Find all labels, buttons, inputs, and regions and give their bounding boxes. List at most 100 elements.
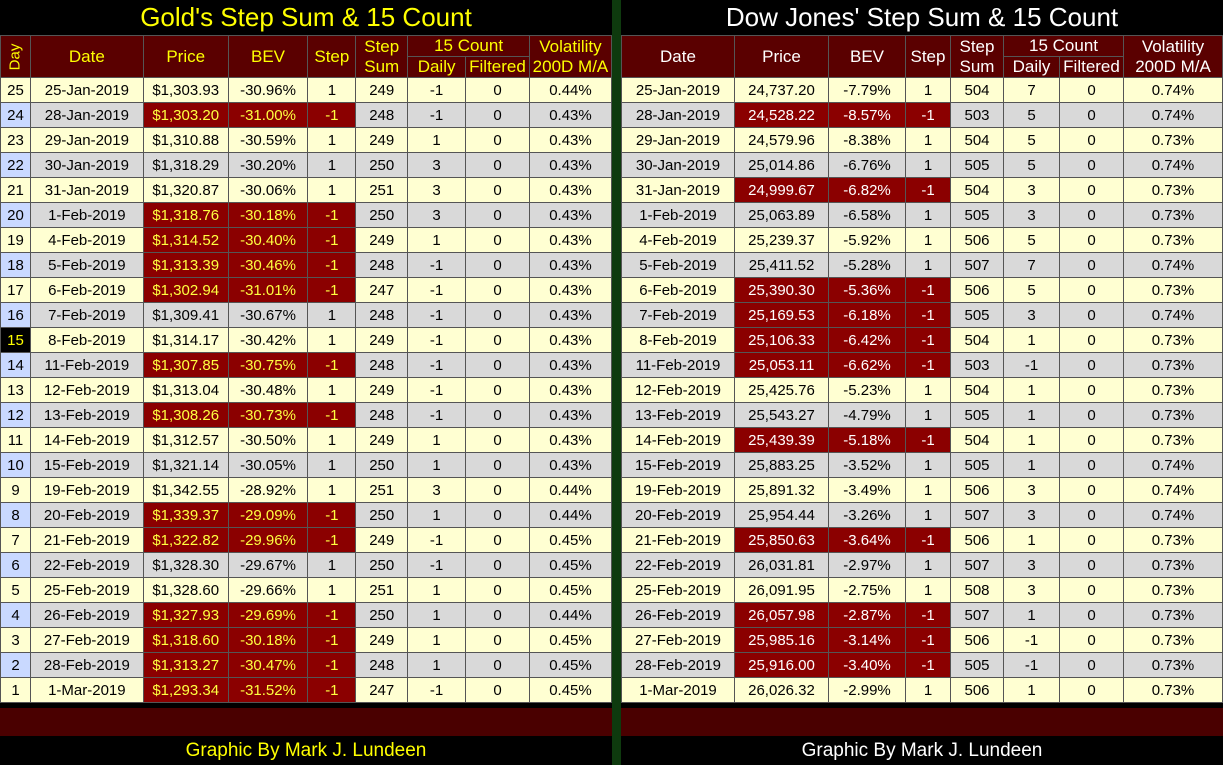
dow-cell-filtered: 0 bbox=[1059, 102, 1124, 128]
gold-cell-sum: 250 bbox=[355, 502, 409, 528]
gold-table-row: 8 20-Feb-2019 $1,339.37 -29.09% -1 250 1 0 0.44% bbox=[0, 502, 613, 528]
gold-cell-sum: 247 bbox=[355, 677, 409, 703]
dow-cell-filtered: 0 bbox=[1059, 277, 1124, 303]
dow-table-row: 1-Mar-2019 26,026.32 -2.99% 1 506 1 0 0.73% bbox=[621, 677, 1223, 703]
dow-cell-date: 6-Feb-2019 bbox=[621, 277, 735, 303]
dow-cell-filtered: 0 bbox=[1059, 477, 1124, 503]
dow-cell-step: 1 bbox=[905, 127, 951, 153]
dow-cell-filtered: 0 bbox=[1059, 202, 1124, 228]
dow-header-price: Price bbox=[734, 35, 829, 78]
dow-cell-price: 25,543.27 bbox=[734, 402, 829, 428]
gold-cell-filtered: 0 bbox=[465, 577, 530, 603]
dow-cell-filtered: 0 bbox=[1059, 352, 1124, 378]
dow-cell-price: 24,528.22 bbox=[734, 102, 829, 128]
dow-cell-price: 24,579.96 bbox=[734, 127, 829, 153]
gold-cell-filtered: 0 bbox=[465, 677, 530, 703]
gold-cell-price: $1,318.29 bbox=[142, 152, 229, 178]
gold-cell-daily: 1 bbox=[407, 652, 467, 678]
dow-cell-step: 1 bbox=[905, 202, 951, 228]
dow-cell-date: 11-Feb-2019 bbox=[621, 352, 735, 378]
gold-cell-bev: -30.05% bbox=[227, 452, 309, 478]
gold-cell-daily: 1 bbox=[407, 227, 467, 253]
gold-cell-price: $1,308.26 bbox=[142, 402, 229, 428]
dow-cell-sum: 505 bbox=[950, 152, 1004, 178]
gold-cell-day: 18 bbox=[0, 252, 31, 278]
gold-table-row: 6 22-Feb-2019 $1,328.30 -29.67% 1 250 -1 0 0.45% bbox=[0, 552, 613, 578]
gold-cell-sum: 250 bbox=[355, 602, 409, 628]
gold-table-row: 12 13-Feb-2019 $1,308.26 -30.73% -1 248 -1 0 0.4… bbox=[0, 402, 613, 428]
dow-header-daily: Daily bbox=[1003, 56, 1060, 78]
dow-table-row: 28-Jan-2019 24,528.22 -8.57% -1 503 5 0 0.74% bbox=[621, 102, 1223, 128]
gold-table-row: 25 25-Jan-2019 $1,303.93 -30.96% 1 249 -1 0 0.44… bbox=[0, 77, 613, 103]
dow-cell-vol: 0.74% bbox=[1123, 152, 1223, 178]
gold-cell-date: 14-Feb-2019 bbox=[29, 427, 144, 453]
dow-cell-bev: -7.79% bbox=[828, 77, 906, 103]
gold-cell-step: 1 bbox=[307, 302, 357, 328]
gold-cell-daily: 3 bbox=[407, 477, 467, 503]
gold-cell-vol: 0.43% bbox=[528, 427, 613, 453]
gold-cell-date: 1-Feb-2019 bbox=[29, 202, 144, 228]
dow-cell-bev: -6.76% bbox=[828, 152, 906, 178]
gold-cell-date: 31-Jan-2019 bbox=[29, 177, 144, 203]
gold-header-step: Step bbox=[307, 35, 357, 78]
gold-table-row: 21 31-Jan-2019 $1,320.87 -30.06% 1 251 3 0 0.43% bbox=[0, 177, 613, 203]
dow-cell-bev: -4.79% bbox=[828, 402, 906, 428]
gold-cell-price: $1,314.17 bbox=[142, 327, 229, 353]
gold-cell-date: 1-Mar-2019 bbox=[29, 677, 144, 703]
gold-table-row: 13 12-Feb-2019 $1,313.04 -30.48% 1 249 -1 0 0.43… bbox=[0, 377, 613, 403]
gold-cell-price: $1,302.94 bbox=[142, 277, 229, 303]
dow-cell-daily: 3 bbox=[1003, 177, 1060, 203]
gold-table-row: 4 26-Feb-2019 $1,327.93 -29.69% -1 250 1 0 0.44% bbox=[0, 602, 613, 628]
gold-cell-bev: -29.09% bbox=[227, 502, 309, 528]
gold-cell-sum: 248 bbox=[355, 252, 409, 278]
gold-cell-vol: 0.43% bbox=[528, 352, 613, 378]
gold-table-row: 11 14-Feb-2019 $1,312.57 -30.50% 1 249 1 0 0.43% bbox=[0, 427, 613, 453]
dow-cell-bev: -5.28% bbox=[828, 252, 906, 278]
dow-cell-daily: 3 bbox=[1003, 552, 1060, 578]
gold-cell-date: 21-Feb-2019 bbox=[29, 527, 144, 553]
gold-cell-step: 1 bbox=[307, 452, 357, 478]
dow-cell-price: 25,390.30 bbox=[734, 277, 829, 303]
dow-cell-filtered: 0 bbox=[1059, 602, 1124, 628]
gold-cell-bev: -29.69% bbox=[227, 602, 309, 628]
gold-cell-date: 8-Feb-2019 bbox=[29, 327, 144, 353]
gold-cell-date: 19-Feb-2019 bbox=[29, 477, 144, 503]
gold-cell-filtered: 0 bbox=[465, 227, 530, 253]
dow-table-row: 25-Feb-2019 26,091.95 -2.75% 1 508 3 0 0.73% bbox=[621, 577, 1223, 603]
dow-cell-bev: -8.57% bbox=[828, 102, 906, 128]
dow-table-row: 26-Feb-2019 26,057.98 -2.87% -1 507 1 0 0.73% bbox=[621, 602, 1223, 628]
gold-cell-vol: 0.44% bbox=[528, 477, 613, 503]
dow-cell-daily: 5 bbox=[1003, 127, 1060, 153]
gold-header-15count: 15 Count bbox=[407, 35, 530, 57]
dow-cell-price: 25,916.00 bbox=[734, 652, 829, 678]
dow-cell-sum: 504 bbox=[950, 77, 1004, 103]
dow-cell-date: 7-Feb-2019 bbox=[621, 302, 735, 328]
dow-cell-step: -1 bbox=[905, 602, 951, 628]
dow-cell-sum: 506 bbox=[950, 527, 1004, 553]
gold-cell-filtered: 0 bbox=[465, 202, 530, 228]
dow-cell-vol: 0.73% bbox=[1123, 352, 1223, 378]
gold-cell-filtered: 0 bbox=[465, 427, 530, 453]
dow-cell-daily: 3 bbox=[1003, 477, 1060, 503]
gold-cell-daily: -1 bbox=[407, 402, 467, 428]
dow-cell-step: -1 bbox=[905, 177, 951, 203]
dow-footer: Graphic By Mark J. Lundeen bbox=[801, 740, 1043, 761]
gold-cell-filtered: 0 bbox=[465, 602, 530, 628]
gold-cell-price: $1,303.20 bbox=[142, 102, 229, 128]
dow-cell-date: 29-Jan-2019 bbox=[621, 127, 735, 153]
dow-cell-date: 22-Feb-2019 bbox=[621, 552, 735, 578]
dow-cell-vol: 0.74% bbox=[1123, 452, 1223, 478]
dow-cell-filtered: 0 bbox=[1059, 302, 1124, 328]
gold-cell-bev: -30.18% bbox=[227, 627, 309, 653]
gold-cell-date: 12-Feb-2019 bbox=[29, 377, 144, 403]
gold-cell-price: $1,307.85 bbox=[142, 352, 229, 378]
dow-table-row: 22-Feb-2019 26,031.81 -2.97% 1 507 3 0 0.73% bbox=[621, 552, 1223, 578]
dow-cell-price: 24,737.20 bbox=[734, 77, 829, 103]
dow-cell-date: 28-Jan-2019 bbox=[621, 102, 735, 128]
gold-cell-filtered: 0 bbox=[465, 402, 530, 428]
dow-cell-filtered: 0 bbox=[1059, 552, 1124, 578]
dow-cell-bev: -2.87% bbox=[828, 602, 906, 628]
dow-cell-filtered: 0 bbox=[1059, 652, 1124, 678]
gold-cell-vol: 0.43% bbox=[528, 177, 613, 203]
gold-cell-sum: 251 bbox=[355, 477, 409, 503]
